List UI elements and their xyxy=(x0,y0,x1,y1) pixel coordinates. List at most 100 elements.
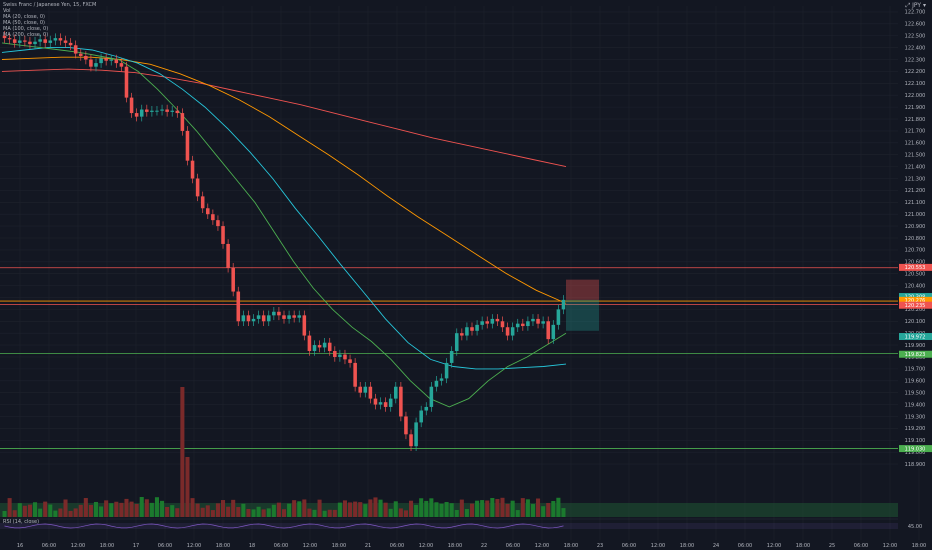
candle-body xyxy=(89,59,93,67)
candle-body xyxy=(526,321,530,327)
candle-body xyxy=(2,35,7,39)
volume-bar xyxy=(22,505,27,517)
volume-bar xyxy=(327,509,332,517)
time-tick-label: 06:00 xyxy=(506,543,520,549)
volume-bar xyxy=(475,500,480,517)
position-tool[interactable] xyxy=(566,279,599,331)
volume-bar xyxy=(317,499,322,517)
volume-bar xyxy=(281,509,287,517)
candle-body xyxy=(99,58,103,64)
candle-body xyxy=(505,327,510,336)
candle-body xyxy=(73,45,78,54)
volume-bar xyxy=(459,499,464,517)
volume-bar xyxy=(205,505,210,517)
candle-body xyxy=(444,362,449,379)
volume-bar xyxy=(312,509,317,517)
price-axis[interactable]: 122.700 122.600 122.500 122.400 122.300 122.2… xyxy=(899,10,932,468)
candle-body xyxy=(454,333,459,352)
price-tick-label: 121.100 xyxy=(905,200,926,206)
legend-item-ma200[interactable]: MA (200, close, 0) xyxy=(3,32,49,38)
time-tick-label: 18:00 xyxy=(448,543,462,549)
volume-bar xyxy=(368,499,373,517)
candlesticks xyxy=(2,30,566,451)
candle-body xyxy=(53,38,58,41)
candle-body xyxy=(68,42,73,46)
candle-body xyxy=(114,59,119,64)
candle-body xyxy=(404,416,408,435)
candle-body xyxy=(216,220,220,227)
time-tick-label: 06:00 xyxy=(738,543,752,549)
volume-bar xyxy=(495,499,500,517)
price-tick-label: 120.100 xyxy=(905,319,926,325)
time-tick-label: 06:00 xyxy=(274,543,288,549)
price-axis-tag-label: 119.030 xyxy=(905,446,926,452)
candle-body xyxy=(521,323,525,327)
candle-body xyxy=(84,55,88,60)
volume-bar xyxy=(414,504,419,517)
candle-body xyxy=(23,40,27,42)
legend-item-ma20[interactable]: MA (20, close, 0) xyxy=(3,14,46,20)
legend-item-ma100[interactable]: MA (100, close, 0) xyxy=(3,26,49,32)
candle-body xyxy=(104,58,108,61)
candle-body xyxy=(7,38,12,40)
rsi-pane: 45.00 xyxy=(0,518,922,530)
price-tick-label: 119.600 xyxy=(905,379,926,385)
volume-bar xyxy=(302,499,307,517)
candle-body xyxy=(343,354,347,360)
time-tick-label: 12:00 xyxy=(535,543,549,549)
legend-item-ma50[interactable]: MA (50, close, 0) xyxy=(3,20,46,26)
candle-body xyxy=(43,39,47,43)
candle-body xyxy=(460,333,464,336)
volume-bar xyxy=(383,502,388,517)
volume-bar xyxy=(83,498,88,517)
volume-bar xyxy=(180,387,185,517)
volume-bar xyxy=(99,506,104,517)
rsi-line xyxy=(4,523,564,529)
time-tick-label: 06:00 xyxy=(158,543,172,549)
candle-body xyxy=(78,53,83,56)
volume-bar xyxy=(256,506,261,517)
price-tick-label: 122.600 xyxy=(905,22,926,28)
currency-selector[interactable]: ⤢ JPY ▾ xyxy=(905,2,926,9)
candle-body xyxy=(109,59,114,61)
volume-bar xyxy=(53,510,58,517)
candle-body xyxy=(94,63,98,67)
candle-body xyxy=(500,321,505,328)
price-axis-tag xyxy=(899,301,932,309)
time-tick-label: 12:00 xyxy=(419,543,433,549)
candle-body xyxy=(429,386,434,407)
symbol-title[interactable]: Swiss Franc / Japanese Yen, 15, FXCM xyxy=(3,2,97,8)
price-tick-label: 121.200 xyxy=(905,188,926,194)
grid-lines xyxy=(0,6,920,540)
volume-bar xyxy=(220,500,226,517)
price-tick-label: 122.000 xyxy=(905,93,926,99)
rsi-indicator-label[interactable]: RSI (14, close) xyxy=(3,519,39,525)
volume-bar xyxy=(266,508,271,517)
time-tick-label: 18 xyxy=(249,543,255,549)
candle-body xyxy=(165,109,169,112)
volume-bar xyxy=(58,508,63,517)
rsi-band xyxy=(0,523,898,529)
volume-bar xyxy=(48,504,53,517)
volume-bar xyxy=(505,503,510,517)
candle-body xyxy=(221,226,225,244)
price-axis-tag-label: 120.235 xyxy=(905,303,926,309)
volume-bar xyxy=(195,503,200,517)
candle-body xyxy=(200,196,205,209)
volume-bar xyxy=(17,503,22,517)
candle-body xyxy=(409,434,413,447)
legend-item-vol[interactable]: Vol xyxy=(3,8,11,14)
volume-bar xyxy=(398,508,403,517)
time-axis[interactable]: 16 06:00 12:00 18:00 17 06:00 12:00 18:00 18 06:0… xyxy=(17,543,926,549)
volume-bars xyxy=(0,387,898,517)
volume-bar xyxy=(119,502,124,517)
candle-body xyxy=(333,351,337,357)
volume-bar xyxy=(424,500,429,517)
volume-bar xyxy=(480,500,485,517)
time-tick-label: 18:00 xyxy=(332,543,346,549)
candle-body xyxy=(388,398,393,407)
volume-bar xyxy=(515,510,520,517)
time-tick-label: 06:00 xyxy=(622,543,636,549)
candle-body xyxy=(226,243,230,268)
